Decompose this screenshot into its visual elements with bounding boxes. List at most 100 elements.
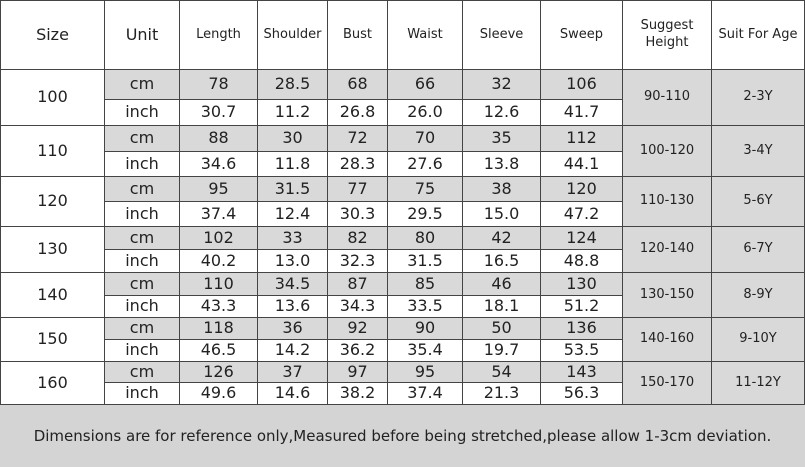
inch-cell: inch <box>105 152 180 177</box>
cm-cell: 80 <box>388 227 463 250</box>
age-cell: 11-12Y <box>712 362 805 405</box>
inch-cell: inch <box>105 100 180 126</box>
cm-cell: 54 <box>463 362 541 383</box>
size-cell: 100 <box>0 70 105 126</box>
inch-cell: 49.6 <box>180 383 258 405</box>
cm-cell: 92 <box>328 318 388 340</box>
cm-cell: 130 <box>541 273 623 296</box>
inch-cell: 12.4 <box>258 202 328 227</box>
cm-cell: cm <box>105 227 180 250</box>
inch-cell: 13.8 <box>463 152 541 177</box>
inch-cell: 38.2 <box>328 383 388 405</box>
size-cell: 140 <box>0 273 105 318</box>
age-cell: 5-6Y <box>712 177 805 227</box>
cm-cell: 88 <box>180 126 258 152</box>
cm-cell: 78 <box>180 70 258 100</box>
inch-cell: inch <box>105 383 180 405</box>
header-cell: Bust <box>328 0 388 70</box>
inch-cell: 26.8 <box>328 100 388 126</box>
cm-cell: cm <box>105 177 180 202</box>
inch-cell: 48.8 <box>541 250 623 273</box>
cm-cell: 31.5 <box>258 177 328 202</box>
cm-cell: 46 <box>463 273 541 296</box>
cm-cell: 97 <box>328 362 388 383</box>
inch-cell: 18.1 <box>463 296 541 318</box>
cm-cell: 143 <box>541 362 623 383</box>
inch-cell: 33.5 <box>388 296 463 318</box>
header-cell: Suit For Age <box>712 0 805 70</box>
cm-cell: cm <box>105 318 180 340</box>
cm-cell: 30 <box>258 126 328 152</box>
cm-cell: 90 <box>388 318 463 340</box>
cm-cell: 77 <box>328 177 388 202</box>
cm-cell: cm <box>105 70 180 100</box>
age-cell: 9-10Y <box>712 318 805 362</box>
header-cell: Sleeve <box>463 0 541 70</box>
inch-cell: 19.7 <box>463 340 541 362</box>
header-cell: Suggest Height <box>623 0 712 70</box>
header-cell: Sweep <box>541 0 623 70</box>
header-cell: Unit <box>105 0 180 70</box>
inch-cell: 37.4 <box>180 202 258 227</box>
inch-cell: 13.6 <box>258 296 328 318</box>
cm-cell: 70 <box>388 126 463 152</box>
cm-cell: cm <box>105 126 180 152</box>
cm-cell: 72 <box>328 126 388 152</box>
inch-cell: 26.0 <box>388 100 463 126</box>
cm-cell: 50 <box>463 318 541 340</box>
inch-cell: 29.5 <box>388 202 463 227</box>
cm-cell: 36 <box>258 318 328 340</box>
inch-cell: 16.5 <box>463 250 541 273</box>
inch-cell: 37.4 <box>388 383 463 405</box>
inch-cell: 44.1 <box>541 152 623 177</box>
inch-cell: 53.5 <box>541 340 623 362</box>
inch-cell: 21.3 <box>463 383 541 405</box>
cm-cell: 120 <box>541 177 623 202</box>
cm-cell: 34.5 <box>258 273 328 296</box>
inch-cell: 31.5 <box>388 250 463 273</box>
cm-cell: 68 <box>328 70 388 100</box>
cm-cell: 82 <box>328 227 388 250</box>
inch-cell: 41.7 <box>541 100 623 126</box>
cm-cell: 124 <box>541 227 623 250</box>
inch-cell: 47.2 <box>541 202 623 227</box>
height-cell: 140-160 <box>623 318 712 362</box>
size-cell: 150 <box>0 318 105 362</box>
cm-cell: 33 <box>258 227 328 250</box>
inch-cell: 28.3 <box>328 152 388 177</box>
cm-cell: 102 <box>180 227 258 250</box>
inch-cell: 35.4 <box>388 340 463 362</box>
footnote: Dimensions are for reference only,Measur… <box>0 405 805 467</box>
inch-cell: 14.2 <box>258 340 328 362</box>
cm-cell: 95 <box>180 177 258 202</box>
cm-cell: 28.5 <box>258 70 328 100</box>
age-cell: 8-9Y <box>712 273 805 318</box>
cm-cell: 38 <box>463 177 541 202</box>
cm-cell: 95 <box>388 362 463 383</box>
inch-cell: 34.3 <box>328 296 388 318</box>
header-cell: Size <box>0 0 105 70</box>
inch-cell: inch <box>105 250 180 273</box>
inch-cell: 30.3 <box>328 202 388 227</box>
inch-cell: 15.0 <box>463 202 541 227</box>
height-cell: 150-170 <box>623 362 712 405</box>
size-cell: 110 <box>0 126 105 177</box>
inch-cell: 56.3 <box>541 383 623 405</box>
inch-cell: 51.2 <box>541 296 623 318</box>
inch-cell: 12.6 <box>463 100 541 126</box>
inch-cell: 13.0 <box>258 250 328 273</box>
height-cell: 100-120 <box>623 126 712 177</box>
height-cell: 120-140 <box>623 227 712 273</box>
cm-cell: 35 <box>463 126 541 152</box>
inch-cell: 11.2 <box>258 100 328 126</box>
cm-cell: 66 <box>388 70 463 100</box>
header-cell: Waist <box>388 0 463 70</box>
cm-cell: 87 <box>328 273 388 296</box>
cm-cell: 106 <box>541 70 623 100</box>
cm-cell: cm <box>105 273 180 296</box>
inch-cell: 34.6 <box>180 152 258 177</box>
height-cell: 110-130 <box>623 177 712 227</box>
cm-cell: 136 <box>541 318 623 340</box>
inch-cell: 40.2 <box>180 250 258 273</box>
